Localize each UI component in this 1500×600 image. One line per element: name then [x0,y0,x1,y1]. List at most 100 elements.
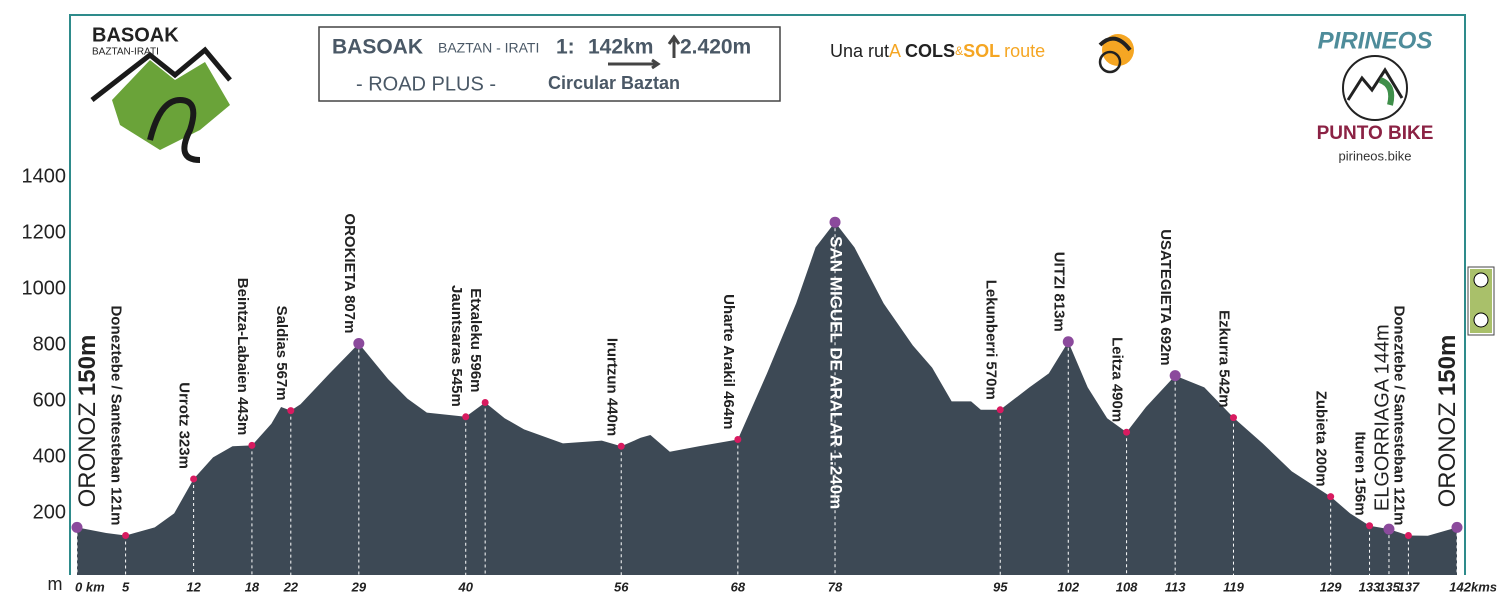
waypoint-label: Saldias 567m [273,306,290,401]
waypoint-marker [1123,428,1131,436]
waypoint-label: Ituren 156m [1352,432,1369,516]
waypoint-marker [287,407,295,415]
waypoint-label: Jauntsaras 545m [448,285,465,407]
tagline-part: route [1004,41,1045,61]
x-tick-label: 129 [1320,579,1342,594]
x-tick-label: 142kms [1449,579,1497,594]
route-box: BASOAK BAZTAN - IRATI 1: 142km 2.420m - … [318,26,781,102]
box-route: Circular Baztan [548,73,680,93]
waypoint-marker [617,442,625,450]
brand: PIRINEOS [1318,27,1433,54]
y-tick-label: 1200 [22,222,67,244]
waypoint-label: Beintza-Labaien 443m [234,278,251,436]
waypoint-marker [829,216,841,228]
y-tick-label: 600 [33,390,66,412]
waypoint-label: OROKIETA 807m [341,213,358,333]
x-tick-label: 56 [614,579,629,594]
waypoint-label: Zubieta 200m [1313,391,1330,487]
x-tick-label: 108 [1116,579,1138,594]
waypoint-label: UITZI 813m [1050,252,1067,332]
shop: PUNTO BIKE [1317,123,1434,144]
waypoint-marker [734,435,742,443]
waypoint-label: USATEGIETA 692m [1157,229,1174,365]
waypoint-marker [122,532,130,540]
waypoint-marker [1327,493,1335,501]
x-tick-label: 119 [1223,579,1244,594]
waypoint-label: ORONOZ 150m [1434,335,1461,508]
tagline-part: Una rut [830,41,889,61]
waypoint-marker [353,337,365,349]
x-tick-label: 137 [1398,579,1420,594]
x-tick-label: 22 [283,579,299,594]
y-tick-label: 1400 [22,166,67,188]
x-tick-label: 5 [122,579,130,594]
frame [69,14,1466,575]
tagline-part: SOL [963,41,1000,61]
x-tick-label: 113 [1165,579,1186,594]
waypoint-marker [462,413,470,421]
waypoint-label: Leitza 490m [1109,337,1126,422]
site: pirineos.bike [1339,148,1412,163]
waypoint-label: SAN MIGUEL DE ARALAR 1.240m [827,236,846,509]
x-tick-label: 29 [351,579,367,594]
box-number: 1: [556,36,575,59]
logo-subtitle: BAZTAN-IRATI [92,47,159,58]
tagline: Una rutA COLS&SOL route [830,41,1045,61]
waypoint-label: Lekunberri 570m [982,280,999,400]
cyclist-icon [1098,34,1134,74]
waypoint-marker [1229,414,1237,422]
waypoint-label: Doneztebe / Santesteban 121m [108,305,125,525]
waypoint-marker [1451,521,1463,533]
x-tick-label: 95 [993,579,1008,594]
tagline-part: COLS [905,41,955,61]
tagline-part: A [889,41,901,61]
waypoint-label: Urrotz 323m [176,382,193,469]
waypoint-marker [1366,522,1374,530]
box-climb: 2.420m [680,36,751,59]
x-tick-label: 12 [186,579,201,594]
waypoint-marker [71,521,83,533]
waypoint-name: ORONOZ [74,402,101,507]
waypoint-label: Irurtzun 440m [603,338,620,436]
waypoint-elevation: 150m [74,335,101,396]
x-tick-label: 18 [245,579,260,594]
waypoint-marker [481,399,489,407]
box-level: - ROAD PLUS - [356,73,496,95]
brand-logo [1342,55,1408,121]
logo-title: BASOAK [92,24,179,46]
x-tick-label: 0 km [75,579,105,594]
x-tick-label: 40 [457,579,473,594]
waypoint-label: ORONOZ 150m [74,335,101,508]
x-tick-label: 68 [731,579,746,594]
waypoint-marker [1383,523,1395,535]
waypoint-label: Etxaleku 596m [467,288,484,392]
waypoint-marker [996,406,1004,414]
waypoint-label: Uharte Arakil 464m [720,294,737,429]
waypoint-marker [248,441,256,449]
waypoint-elevation: 150m [1434,335,1461,396]
waypoint-marker [190,475,198,483]
waypoint-marker [1169,370,1181,382]
x-tick-label: 135 [1378,579,1400,594]
waypoint-label: ELGORRIAGA 144m [1371,324,1393,511]
elevation-area [77,222,1457,575]
x-tick-label: 133 [1359,579,1381,594]
y-tick-label: 200 [33,502,66,524]
box-distance: 142km [588,36,653,59]
y-tick-label: 400 [33,446,66,468]
waypoint-name: ORONOZ [1434,402,1461,507]
waypoint-label: Ezkurra 542m [1216,310,1233,408]
cc-badge [1467,266,1495,336]
waypoint-label: Doneztebe / Santesteban 121m [1390,305,1407,525]
y-tick-label: 800 [33,334,66,356]
y-unit: m [48,574,63,594]
basoak-logo: BASOAK BAZTAN-IRATI [90,24,232,163]
x-tick-label: 78 [828,579,843,594]
waypoint-marker [1404,532,1412,540]
box-region: BAZTAN - IRATI [438,40,539,56]
y-tick-label: 1000 [22,278,67,300]
x-tick-label: 102 [1057,579,1079,594]
waypoint-marker [1062,336,1074,348]
tagline-part: & [955,44,963,58]
